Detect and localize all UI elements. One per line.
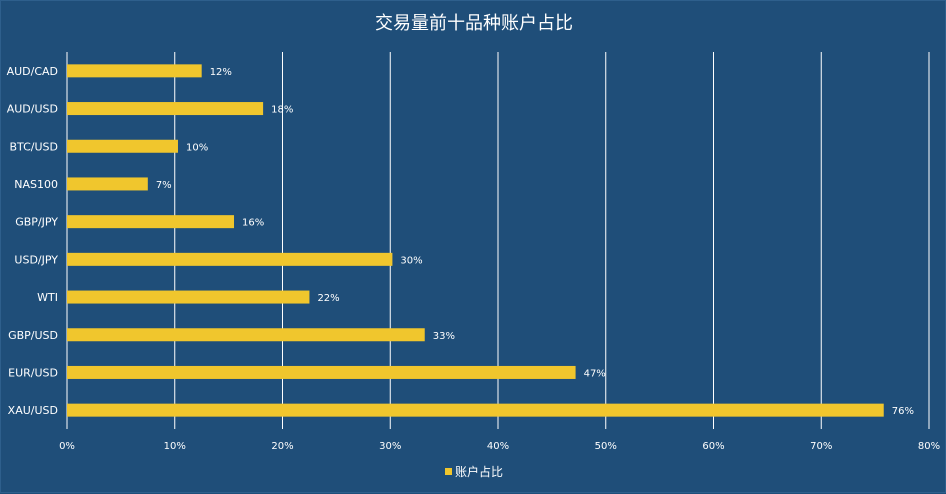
category-label: BTC/USD: [9, 140, 58, 153]
bar: [67, 177, 148, 191]
category-label: AUD/CAD: [7, 65, 58, 78]
value-axis: 0% 10% 20% 30% 40% 50% 60% 70% 80%: [59, 441, 940, 452]
bar: [67, 403, 884, 417]
category-label: WTI: [37, 291, 58, 304]
x-tick-label: 80%: [918, 441, 940, 452]
data-labels: 12% 18% 10% 7% 16% 30% 22% 33% 47% 76%: [156, 67, 914, 417]
legend-label: 账户占比: [455, 464, 503, 479]
data-label: 18%: [271, 105, 293, 116]
category-label: NAS100: [14, 178, 58, 191]
bar: [67, 328, 425, 342]
category-label: EUR/USD: [8, 366, 58, 379]
x-tick-label: 50%: [595, 441, 617, 452]
x-tick-label: 40%: [487, 441, 509, 452]
category-label: XAU/USD: [8, 404, 58, 417]
bar: [67, 365, 576, 379]
x-tick-label: 10%: [164, 441, 186, 452]
bars: [67, 64, 884, 417]
bar: [67, 215, 235, 229]
data-label: 10%: [186, 142, 208, 153]
data-label: 7%: [156, 180, 172, 191]
category-label: GBP/USD: [8, 329, 58, 342]
data-label: 76%: [892, 406, 914, 417]
bar: [67, 139, 178, 153]
x-tick-label: 60%: [702, 441, 724, 452]
legend-swatch: [445, 468, 452, 475]
bar: [67, 102, 264, 116]
data-label: 12%: [210, 67, 232, 78]
category-label: AUD/USD: [7, 103, 58, 116]
bar: [67, 252, 393, 266]
category-label: USD/JPY: [14, 253, 58, 266]
legend: 账户占比: [445, 464, 503, 479]
data-label: 47%: [584, 368, 606, 379]
x-tick-label: 20%: [271, 441, 293, 452]
data-label: 33%: [433, 331, 455, 342]
x-tick-label: 70%: [810, 441, 832, 452]
x-tick-label: 0%: [59, 441, 75, 452]
chart-title: 交易量前十品种账户占比: [375, 13, 573, 34]
bar: [67, 290, 310, 304]
x-tick-label: 30%: [379, 441, 401, 452]
data-label: 30%: [400, 255, 422, 266]
category-axis: AUD/CAD AUD/USD BTC/USD NAS100 GBP/JPY USD/JP…: [7, 65, 59, 417]
data-label: 22%: [317, 293, 339, 304]
data-label: 16%: [242, 218, 264, 229]
bar: [67, 64, 202, 78]
category-label: GBP/JPY: [15, 216, 58, 229]
